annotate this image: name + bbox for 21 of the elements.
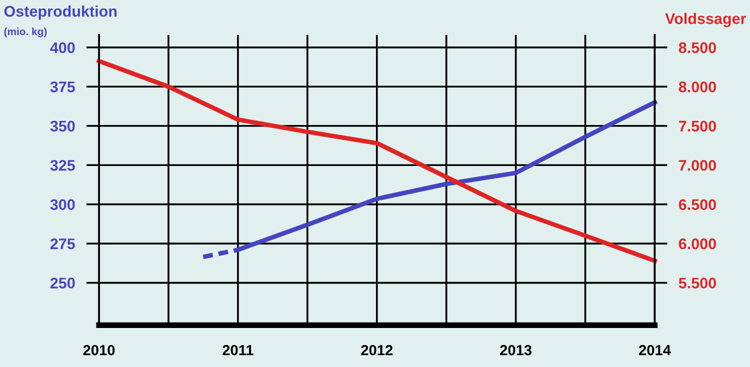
y-tick-label: 250 [50,278,75,288]
y-axis-title: Osteproduktion (mio. kg) [4,6,117,38]
y-tick-label: 350 [50,120,75,132]
x-tick-label: 2013 [500,344,532,356]
x-tick-label: 2012 [361,344,393,356]
y-tick-label: 275 [50,238,75,250]
x-tick-label: 2010 [83,344,115,356]
y-tick-label: 300 [50,199,75,210]
y-tick-label: 400 [50,42,75,54]
y2-tick-label: 8.000 [678,82,716,92]
x-tick-label: 2011 [222,344,254,356]
y2-tick-label: 8.500 [678,42,716,54]
y2-tick-label: 5.500 [678,278,716,288]
y2-tick-label: 7.500 [679,120,716,132]
y2-tick-label: 6.000 [678,238,716,250]
y-tick-label: 375 [50,82,75,92]
y-tick-label: 325 [50,160,75,171]
x-tick-label: 2014 [639,344,671,356]
y2-tick-label: 6.500 [678,199,716,210]
y2-tick-label: 7.000 [679,160,716,171]
y2-axis-title: Voldssager [665,12,746,28]
